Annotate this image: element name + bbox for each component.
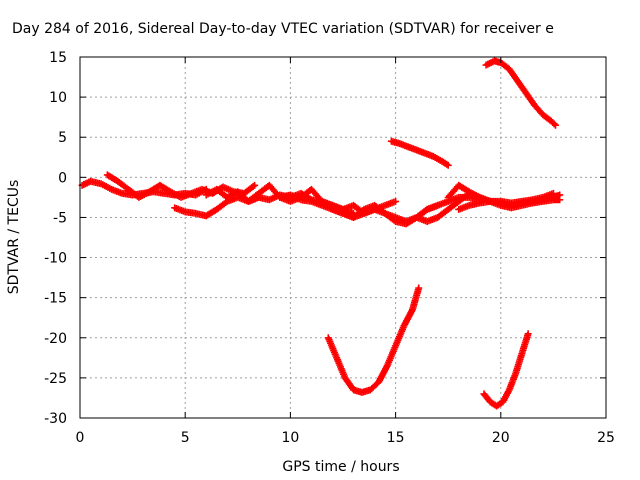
- series-arc-10: [455, 196, 564, 213]
- y-tick-label: -15: [44, 291, 67, 307]
- x-tick-label: 5: [181, 430, 190, 446]
- y-tick-label: -20: [44, 331, 67, 347]
- plot-frame: [79, 56, 607, 419]
- data-points: [78, 57, 564, 410]
- y-tick-label: -5: [53, 210, 67, 226]
- y-tick-label: -30: [44, 411, 67, 427]
- y-tick-label: -25: [44, 371, 67, 387]
- series-markers: [455, 196, 564, 213]
- y-tick-label: 0: [58, 170, 67, 186]
- x-tick-label: 0: [76, 430, 85, 446]
- x-tick-label: 20: [492, 430, 510, 446]
- x-tick-label: 10: [281, 430, 299, 446]
- y-tick-label: 5: [58, 130, 67, 146]
- series-arc-14: [480, 330, 532, 410]
- y-tick-label: 15: [49, 50, 67, 66]
- axis-ticks: 0 5 10 15 20 25 -30 -25 -20 -15 -10 -5 0 5 10 15: [44, 50, 615, 446]
- series-arc-13: [324, 284, 423, 396]
- series-markers: [324, 284, 423, 396]
- series-markers: [482, 57, 560, 129]
- series-markers: [387, 137, 452, 169]
- x-tick-label: 15: [387, 430, 405, 446]
- series-arc-11: [387, 137, 452, 169]
- grid: [80, 57, 606, 418]
- series-markers: [480, 330, 532, 410]
- y-axis-label: SDTVAR / TECUs: [6, 180, 22, 295]
- y-tick-label: -10: [44, 251, 67, 267]
- x-axis-label: GPS time / hours: [282, 459, 399, 475]
- x-tick-label: 25: [597, 430, 615, 446]
- series-arc-12: [482, 57, 560, 129]
- chart-title: Day 284 of 2016, Sidereal Day-to-day VTE…: [12, 21, 554, 37]
- y-tick-label: 10: [49, 90, 67, 106]
